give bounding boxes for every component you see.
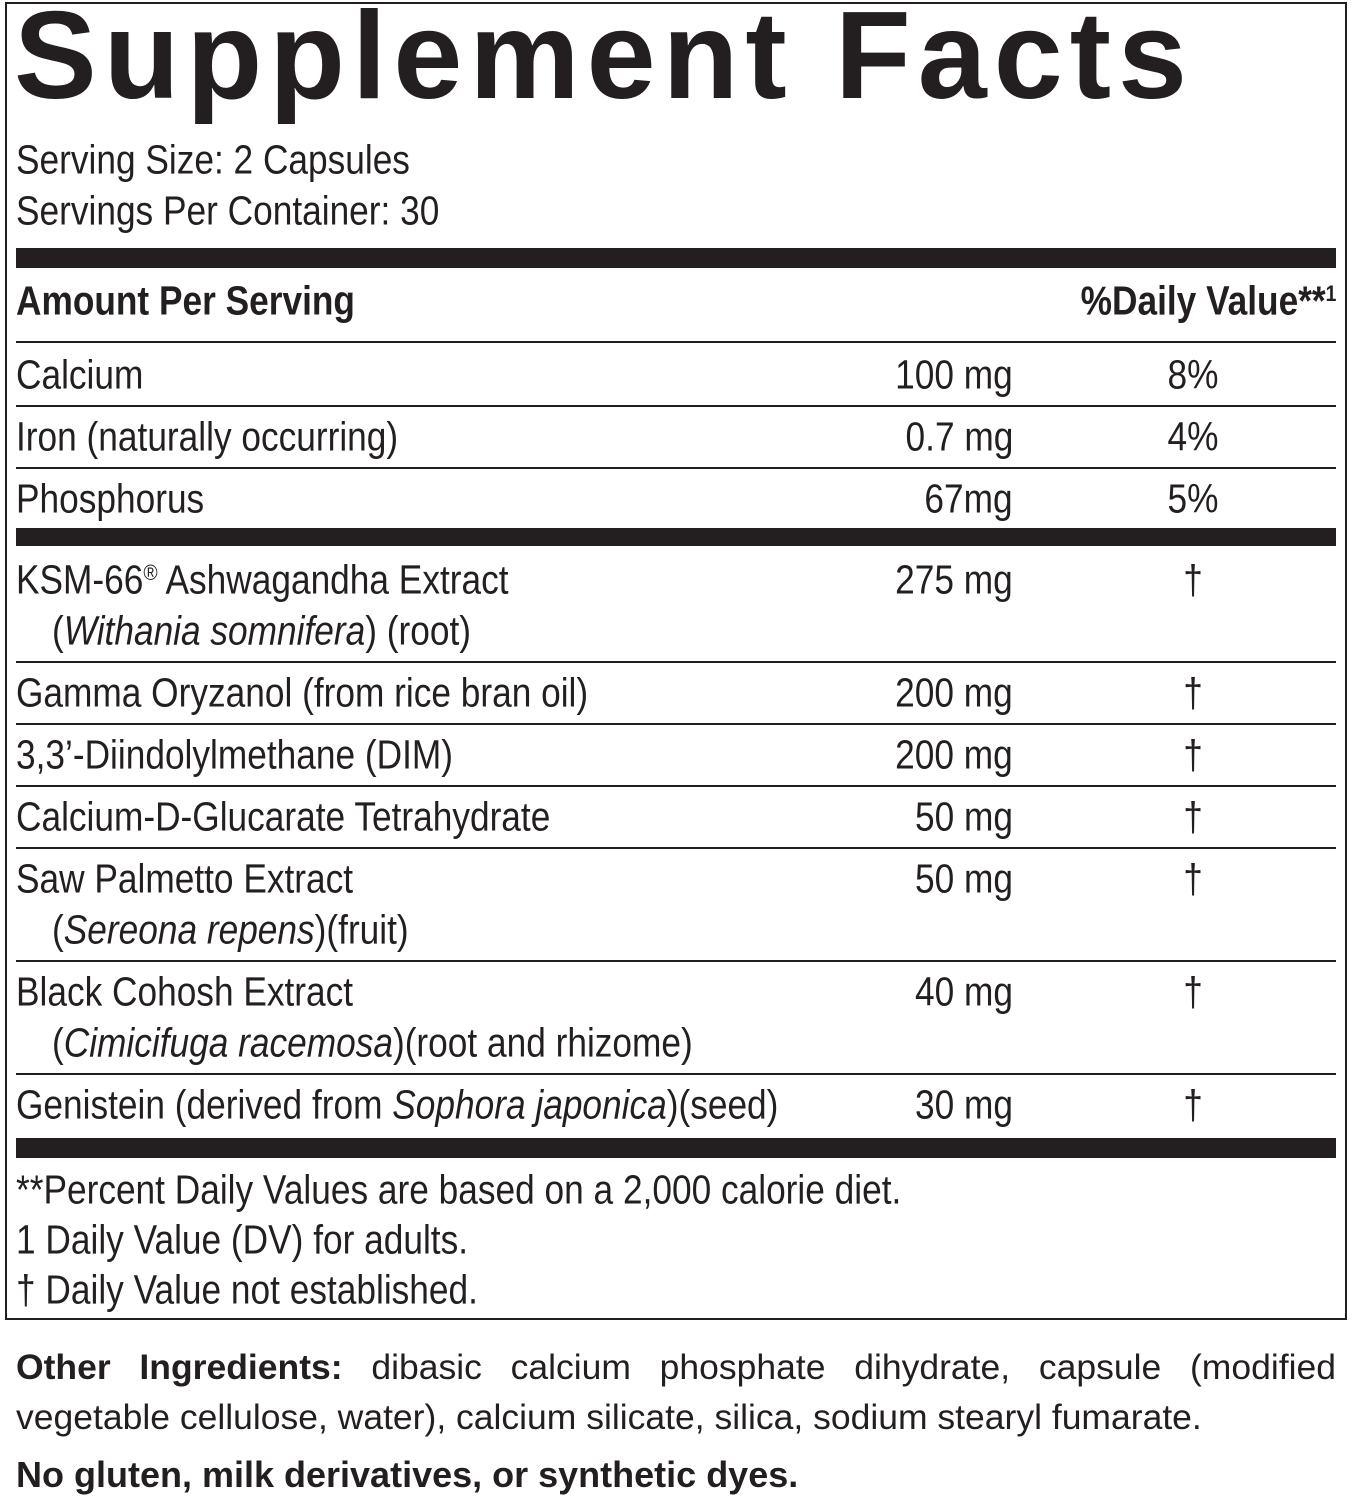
amount: 200 mg [895,669,1013,716]
thin-rule [16,1073,1336,1075]
thick-rule [16,1138,1336,1158]
amount: 67mg [924,475,1013,522]
ingredient-name: Saw Palmetto Extract [16,855,354,902]
label-border [5,2,1347,1320]
thick-rule [16,528,1336,546]
amount: 200 mg [895,731,1013,778]
thin-rule [16,960,1336,962]
text-segment: KSM-66 [16,556,144,603]
daily-value: † [1183,669,1203,716]
other-ingredients-label: Other Ingredients: [16,1347,343,1387]
thin-rule [16,785,1336,787]
thin-rule [16,661,1336,663]
text-segment: ( [52,1019,64,1066]
text-segment: ( [52,906,64,953]
daily-value: † [1183,731,1203,778]
ingredient-source: (Cimicifuga racemosa)(root and rhizome) [52,1019,693,1066]
daily-value: † [1183,1081,1203,1128]
thin-rule [16,341,1336,343]
text-segment: Phosphorus [16,475,205,522]
text-segment: Calcium-D-Glucarate Tetrahydrate [16,793,551,840]
header-amount: Amount Per Serving [16,277,355,324]
text-segment: Calcium [16,351,144,398]
italic-text: Withania somnifera [63,607,366,654]
footnote: † Daily Value not established. [16,1266,478,1313]
text-segment: Iron (naturally occurring) [16,413,399,460]
italic-text: Sereona repens [63,906,315,953]
ingredient-name: Gamma Oryzanol (from rice bran oil) [16,669,589,716]
text-segment: %Daily Value** [1080,277,1326,324]
header-daily-value: %Daily Value**1 [1080,277,1336,324]
text-segment: Ashwagandha Extract [157,556,509,603]
amount: 40 mg [915,968,1013,1015]
other-ingredients: Other Ingredients: dibasic calcium phosp… [16,1342,1336,1442]
amount: 0.7 mg [905,413,1013,460]
ingredient-name: Calcium [16,351,144,398]
allergen-note: No gluten, milk derivatives, or syntheti… [16,1454,799,1495]
italic-text: Sophora japonica [392,1081,667,1128]
ingredient-name: KSM-66® Ashwagandha Extract [16,556,509,603]
daily-value: 8% [1167,351,1219,398]
footnote: **Percent Daily Values are based on a 2,… [16,1166,902,1213]
thin-rule [16,405,1336,407]
text-segment: Saw Palmetto Extract [16,855,354,902]
amount: 50 mg [915,793,1013,840]
thick-rule [16,248,1336,268]
text-segment: 3,3’-Diindolylmethane (DIM) [16,731,453,778]
title: Supplement Facts [14,0,1194,125]
ingredient-name: Iron (naturally occurring) [16,413,399,460]
text-segment: )(fruit) [314,906,409,953]
daily-value: † [1183,968,1203,1015]
amount: 100 mg [895,351,1013,398]
servings-per-container: Servings Per Container: 30 [16,187,440,234]
text-segment: Genistein (derived from [16,1081,393,1128]
daily-value: † [1183,855,1203,902]
text-segment: 1 [1325,280,1336,306]
ingredient-name: Genistein (derived from Sophora japonica… [16,1081,779,1128]
thin-rule [16,847,1336,849]
text-segment: Gamma Oryzanol (from rice bran oil) [16,669,589,716]
ingredient-source: (Withania somnifera) (root) [52,607,472,654]
amount: 50 mg [915,855,1013,902]
ingredient-name: Phosphorus [16,475,205,522]
footnote: 1 Daily Value (DV) for adults. [16,1216,469,1263]
daily-value: 5% [1167,475,1219,522]
thin-rule [16,723,1336,725]
daily-value: † [1183,556,1203,603]
daily-value: † [1183,793,1203,840]
daily-value: 4% [1167,413,1219,460]
ingredient-name: Calcium-D-Glucarate Tetrahydrate [16,793,551,840]
text-segment: )(root and rhizome) [392,1019,693,1066]
ingredient-name: Black Cohosh Extract [16,968,354,1015]
text-segment: ) (root) [365,607,472,654]
ingredient-name: 3,3’-Diindolylmethane (DIM) [16,731,453,778]
text-segment: Black Cohosh Extract [16,968,354,1015]
serving-size: Serving Size: 2 Capsules [16,136,410,183]
other-ingredients-text: dibasic calcium phosphate dihydrate, cap… [16,1347,1336,1437]
amount: 30 mg [915,1081,1013,1128]
thin-rule [16,467,1336,469]
italic-text: Cimicifuga racemosa [63,1019,393,1066]
ingredient-source: (Sereona repens)(fruit) [52,906,409,953]
amount: 275 mg [895,556,1013,603]
text-segment: ( [52,607,64,654]
text-segment: ® [143,559,158,585]
text-segment: )(seed) [666,1081,779,1128]
